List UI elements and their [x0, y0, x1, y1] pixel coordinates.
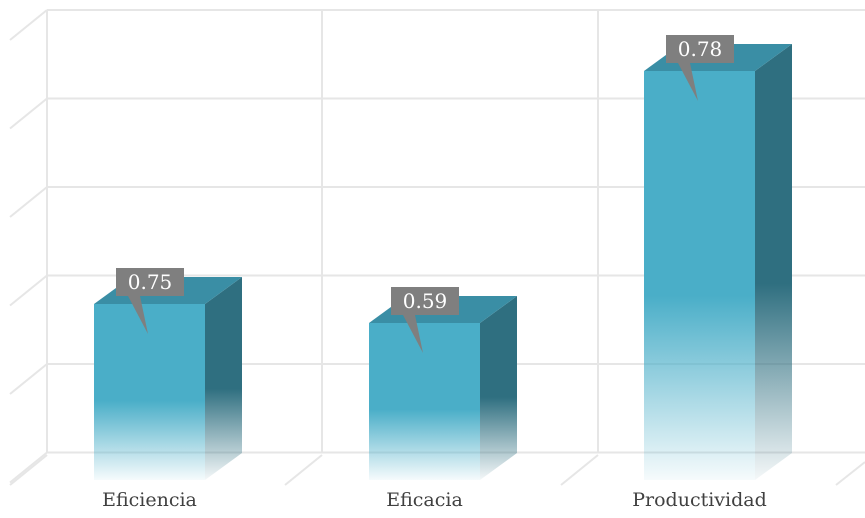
data-label-text: 0.59 [403, 289, 448, 313]
gridline-depth [9, 186, 48, 218]
gridline-floor [284, 454, 323, 486]
bar-eficiencia [94, 277, 242, 480]
data-label-pointer [403, 315, 423, 353]
x-tick-label: Productividad [632, 489, 767, 511]
bar-eficacia [369, 296, 517, 480]
bars-layer [94, 44, 792, 480]
gridline-depth [9, 9, 48, 41]
data-label-box [666, 35, 734, 63]
gridline-depth [9, 451, 48, 484]
labels-layer: 0.75 0.59 0.78 [116, 35, 734, 353]
gridline-depth [9, 274, 48, 307]
data-label: 0.59 [391, 287, 459, 353]
gridline-floor [560, 454, 599, 486]
gridline-floor [9, 454, 48, 486]
x-tick-label: Eficiencia [102, 489, 197, 511]
bar-side [480, 296, 517, 480]
data-label-text: 0.78 [678, 37, 723, 61]
bar-side [755, 44, 792, 480]
data-label-box [116, 268, 184, 296]
bar-front [644, 71, 755, 480]
gridline-floor [835, 461, 865, 486]
bar-productividad [644, 44, 792, 480]
data-label: 0.75 [116, 268, 184, 334]
gridline-depth [9, 363, 48, 395]
data-label-pointer [678, 63, 698, 101]
bar-front [369, 323, 480, 480]
x-tick-label: Eficacia [386, 489, 463, 511]
data-label-pointer [128, 296, 148, 334]
gridline-depth [9, 97, 48, 130]
x-axis-labels: Eficiencia Eficacia Productividad [102, 489, 767, 511]
bar-front [94, 304, 205, 480]
bar-side [205, 277, 242, 480]
data-label-text: 0.75 [128, 270, 173, 294]
data-label: 0.78 [666, 35, 734, 101]
data-label-box [391, 287, 459, 315]
